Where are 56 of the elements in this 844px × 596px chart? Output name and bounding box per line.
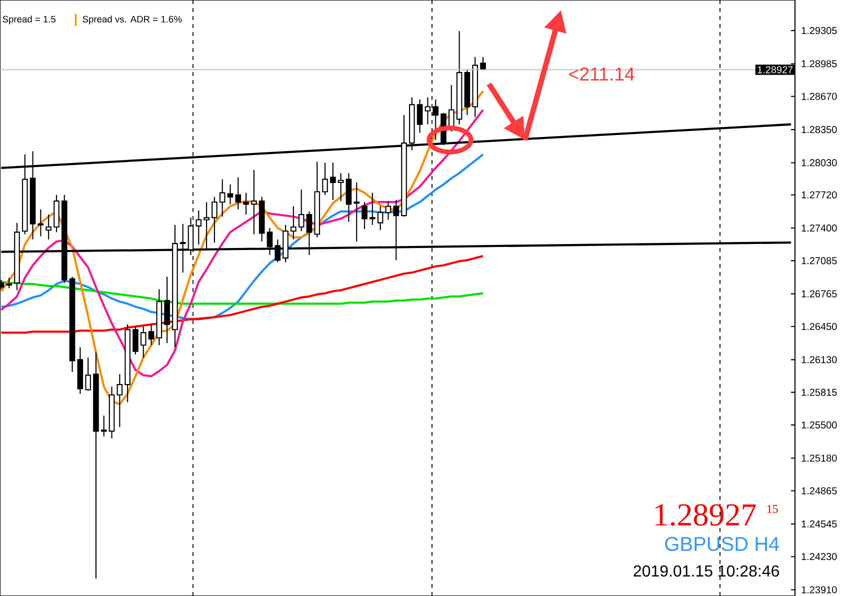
candlestick (290, 206, 296, 240)
y-tick-label: 1.26450 (802, 322, 837, 330)
candlestick (322, 162, 328, 196)
candlestick (219, 178, 226, 218)
annotation: 15 (767, 504, 778, 514)
candlestick (38, 208, 44, 237)
candlestick (385, 200, 392, 220)
candlestick (251, 169, 257, 235)
y-tick-label: 1.29305 (802, 27, 837, 34)
candlestick (235, 176, 242, 210)
candlestick (298, 189, 304, 232)
y-tick-label: 1.24865 (802, 487, 837, 494)
annotation: Spread vs. ADR = 1.6% (82, 16, 182, 24)
candlestick (140, 326, 146, 358)
candlestick (448, 84, 454, 132)
ref-line-label: 1.28927 (758, 66, 793, 74)
candlestick (416, 98, 423, 134)
y-tick-label: 1.24545 (802, 520, 837, 528)
annotation: 2019.01.15 10:28:46 (634, 565, 779, 577)
annotation: <211.14 (569, 67, 634, 81)
candlestick (100, 415, 107, 437)
y-tick-label: 1.25180 (802, 454, 837, 462)
y-tick-label: 1.28350 (802, 126, 837, 134)
candlestick (148, 324, 154, 346)
annotation: Spread = 1.5 (2, 16, 56, 24)
candlestick (85, 357, 91, 392)
candlestick (196, 210, 202, 246)
y-tick-label: 1.24230 (802, 553, 837, 560)
y-tick-label: 1.27085 (802, 257, 837, 264)
candlestick (227, 184, 234, 205)
y-tick-label: 1.28670 (802, 92, 837, 100)
y-tick-label: 1.28985 (802, 60, 837, 68)
candlestick (362, 202, 368, 230)
annotation: GBPUSD H4 (665, 536, 780, 552)
y-tick-label: 1.27720 (802, 191, 837, 198)
candlestick (377, 206, 384, 231)
candlestick (132, 326, 138, 356)
candlestick (46, 214, 52, 240)
candlestick (116, 374, 123, 428)
candlestick (354, 182, 360, 242)
y-tick-label: 1.26765 (802, 290, 837, 298)
candlestick (370, 192, 376, 226)
candlestick (480, 56, 486, 72)
y-tick-label: 1.23910 (802, 586, 837, 594)
y-tick-label: 1.26130 (802, 356, 837, 364)
candlestick (6, 277, 12, 289)
y-tick-label: 1.25815 (802, 388, 837, 396)
y-tick-label: 1.28030 (802, 159, 837, 166)
candlestick (164, 276, 170, 344)
annotation: 1.28927 (656, 504, 756, 526)
y-tick-label: 1.27400 (802, 224, 837, 232)
candlestick (243, 192, 249, 216)
candlestick (212, 196, 218, 244)
candlestick (338, 172, 344, 202)
y-tick-label: 1.25500 (802, 421, 837, 429)
candlestick (330, 162, 336, 201)
